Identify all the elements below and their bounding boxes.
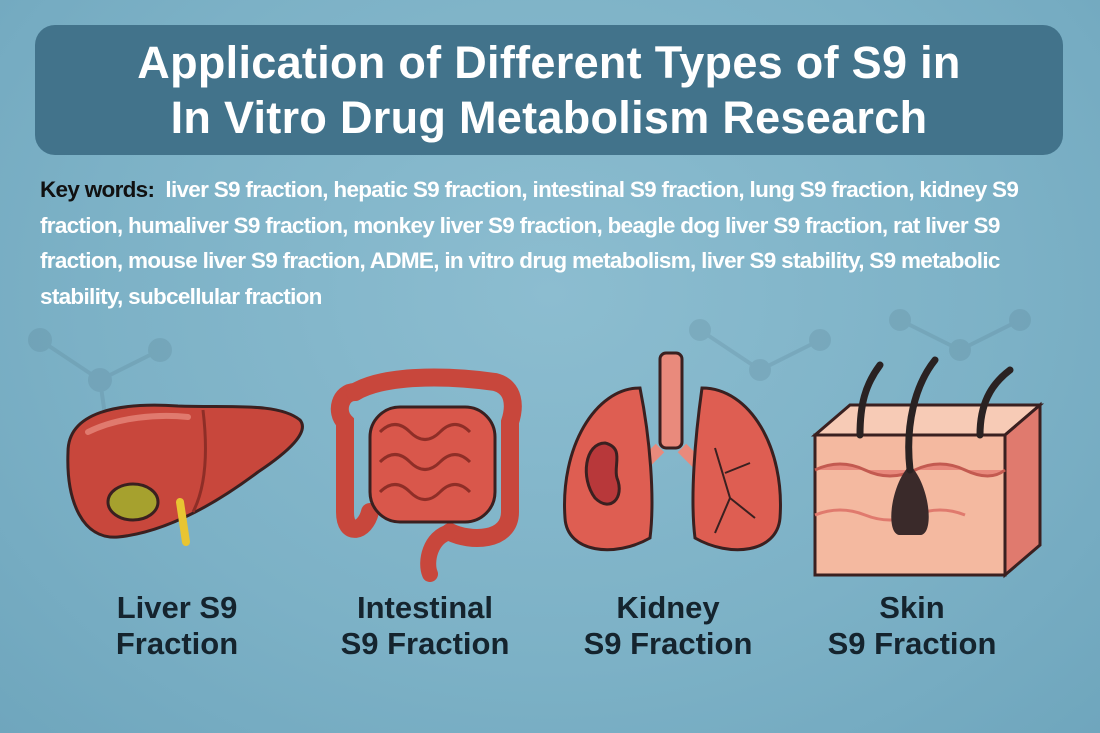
organ-label-line: S9 Fraction bbox=[340, 626, 510, 661]
organ-label-line: S9 Fraction bbox=[827, 626, 997, 661]
organ-label-line: Skin bbox=[879, 590, 945, 625]
organ-label-line: S9 Fraction bbox=[583, 626, 753, 661]
keywords-label: Key words: bbox=[40, 177, 155, 202]
organ-label-line: Intestinal bbox=[356, 590, 494, 625]
organ-label-skin: Skin S9 Fraction bbox=[792, 590, 1032, 662]
organ-label-line: Liver S9 bbox=[116, 590, 238, 625]
organ-label-liver: Liver S9 Fraction bbox=[57, 590, 297, 662]
title-line-2: In Vitro Drug Metabolism Research bbox=[170, 92, 928, 143]
organ-label-kidney: Kidney S9 Fraction bbox=[548, 590, 788, 662]
keywords-text: liver S9 fraction, hepatic S9 fraction, … bbox=[40, 177, 1019, 309]
keywords-paragraph: Key words: liver S9 fraction, hepatic S9… bbox=[40, 172, 1080, 314]
title-banner: Application of Different Types of S9 in … bbox=[35, 25, 1063, 155]
title-line-1: Application of Different Types of S9 in bbox=[137, 37, 961, 88]
organ-label-intestinal: Intestinal S9 Fraction bbox=[305, 590, 545, 662]
organ-label-line: Kidney bbox=[616, 590, 720, 625]
lungs-kidney-icon bbox=[563, 351, 782, 552]
organ-label-line: Fraction bbox=[115, 626, 239, 661]
intestine-icon bbox=[330, 368, 522, 582]
skin-icon bbox=[810, 356, 1045, 579]
liver-icon bbox=[66, 403, 304, 546]
